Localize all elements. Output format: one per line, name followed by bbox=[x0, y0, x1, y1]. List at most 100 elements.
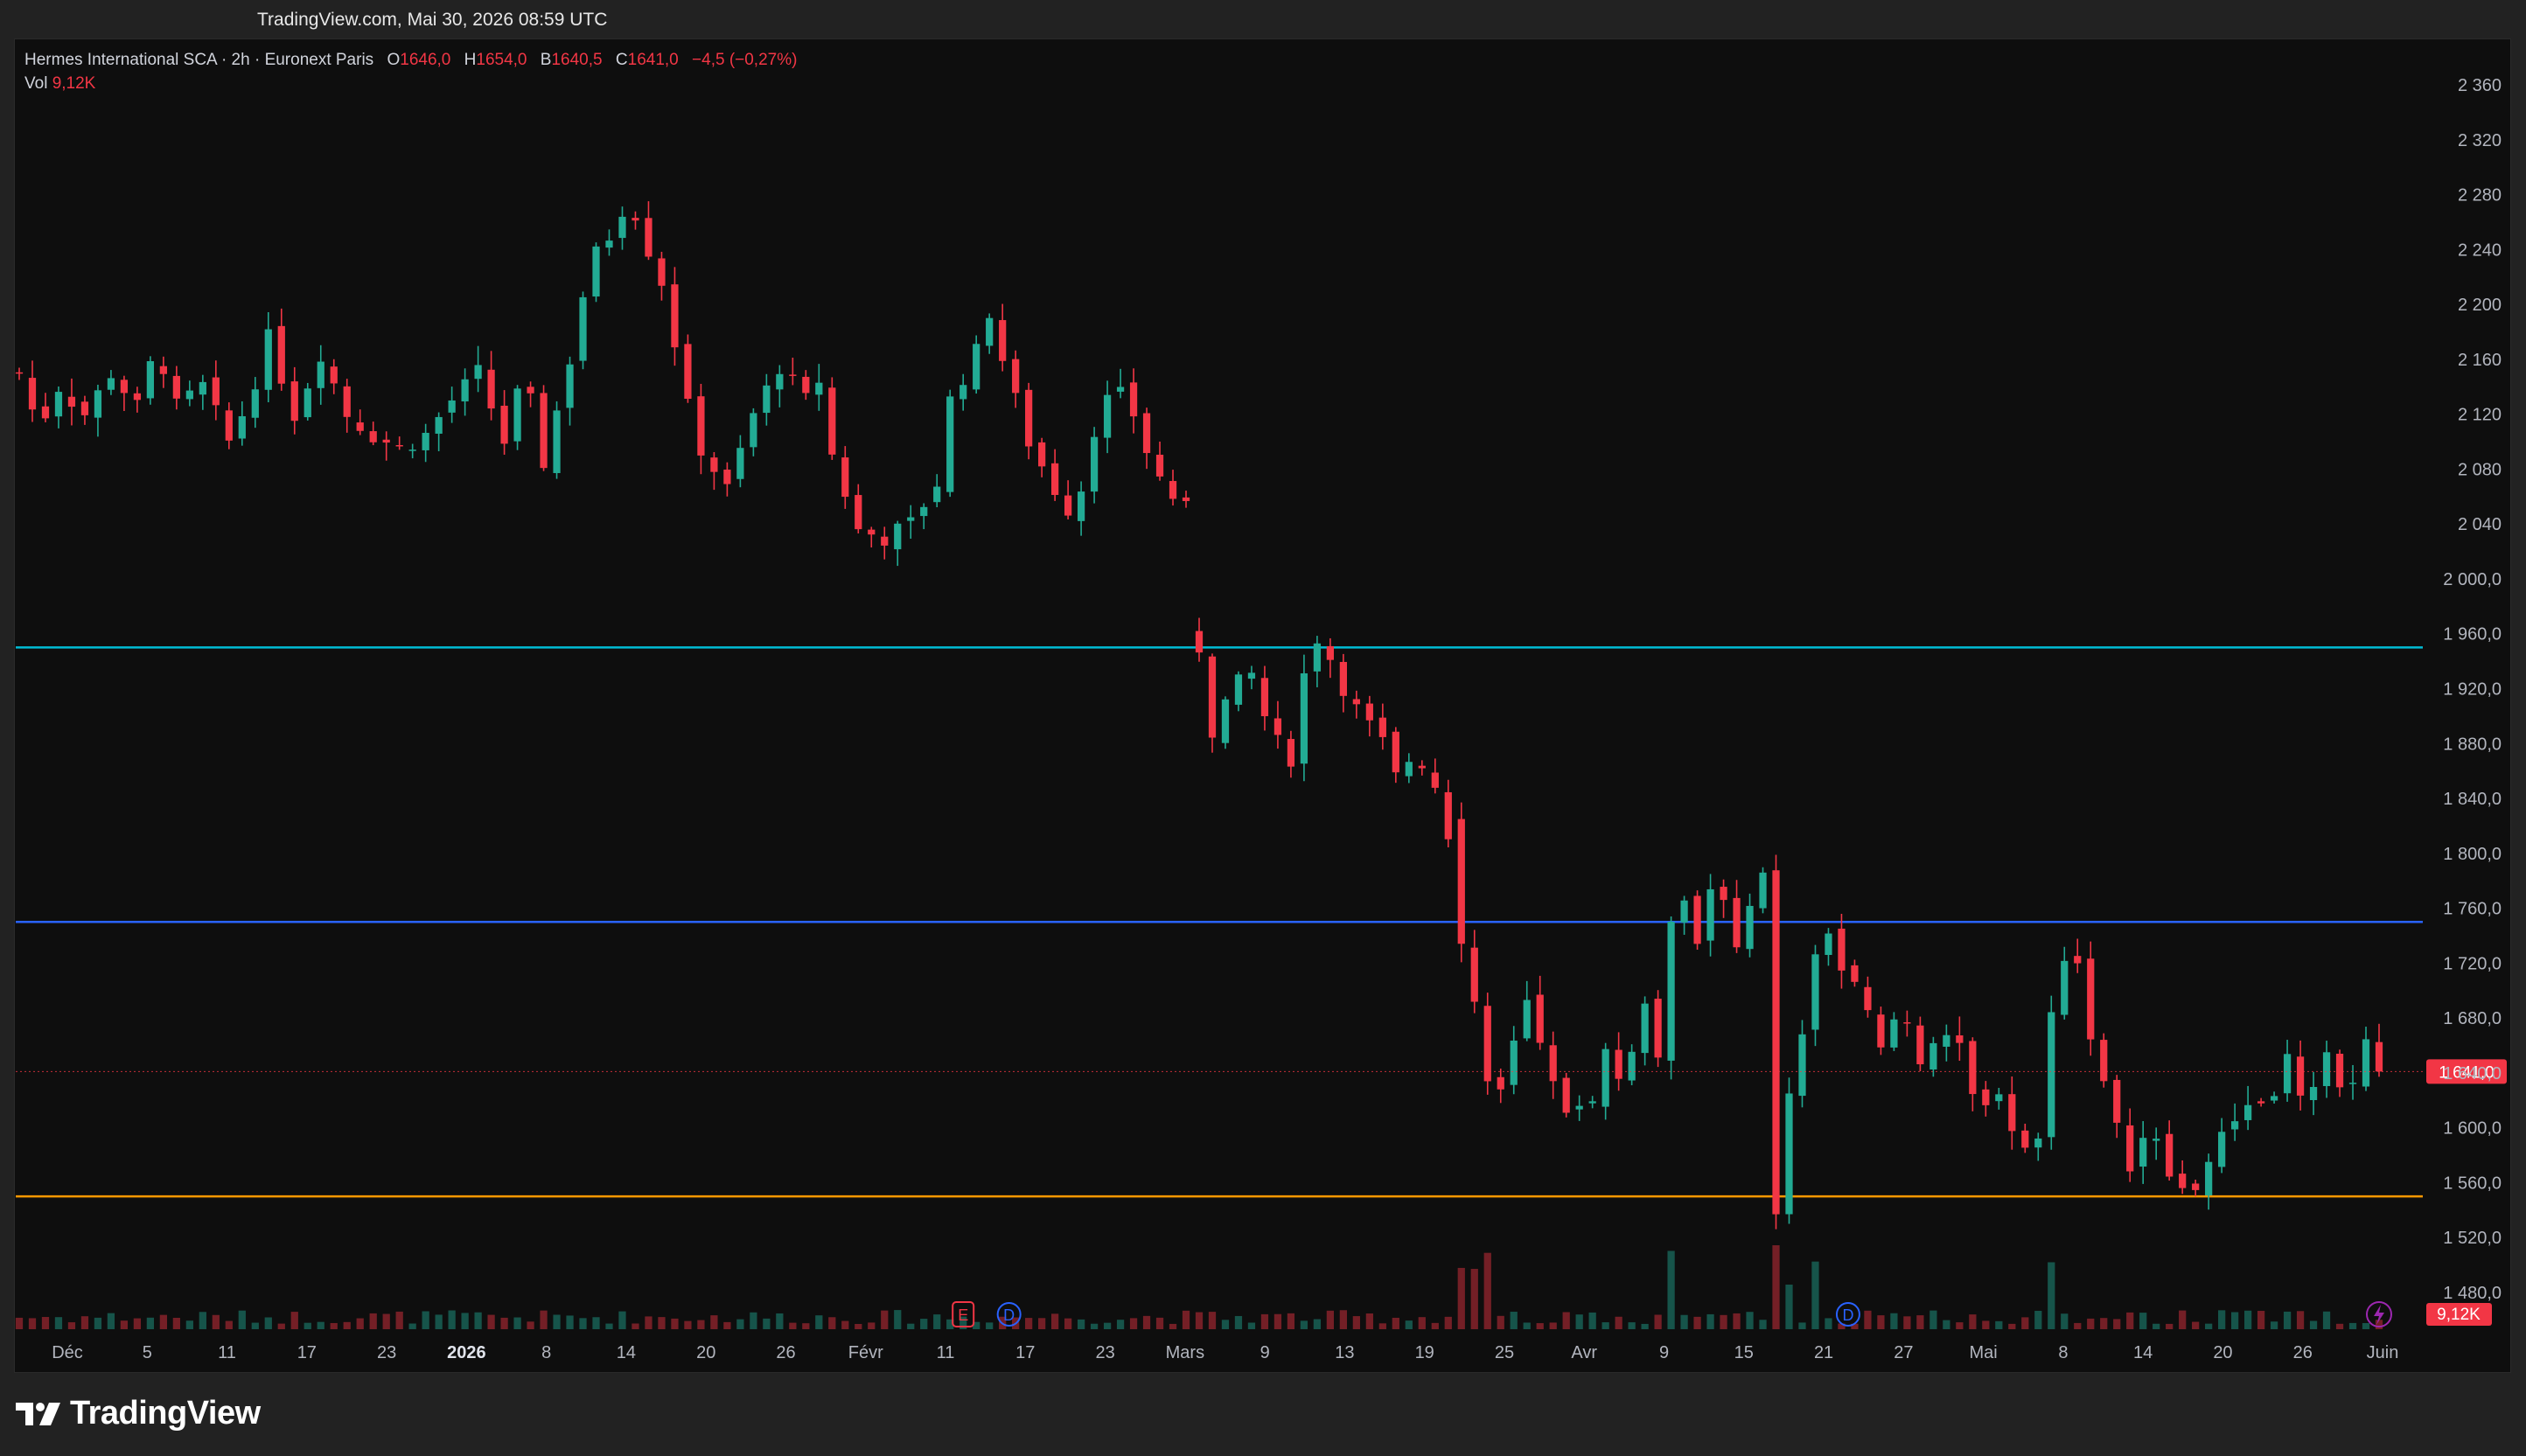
x-tick-label: 8 bbox=[2058, 1343, 2068, 1362]
volume-bar bbox=[1785, 1285, 1793, 1329]
candle-body bbox=[632, 218, 639, 221]
y-tick-label: 2 160 bbox=[2458, 351, 2502, 370]
candle-body bbox=[2179, 1174, 2187, 1188]
lightning-glyph bbox=[2374, 1305, 2384, 1325]
candle-body bbox=[1693, 895, 1701, 944]
legend-vol: 9,12K bbox=[52, 74, 96, 93]
candle-body bbox=[2061, 960, 2069, 1015]
candle-body bbox=[1195, 630, 1204, 653]
candle-body bbox=[1392, 731, 1399, 773]
candle-body bbox=[881, 536, 889, 546]
volume-bar bbox=[94, 1317, 102, 1329]
candle-body bbox=[1221, 699, 1230, 743]
candle-body bbox=[1038, 442, 1046, 467]
candle-body bbox=[1497, 1076, 1504, 1090]
candle-body bbox=[500, 405, 508, 444]
event-glyph: E bbox=[958, 1306, 968, 1324]
volume-bar bbox=[67, 1322, 76, 1329]
y-tick-label: 1 760,0 bbox=[2443, 900, 2502, 919]
volume-bar bbox=[28, 1318, 37, 1329]
candle-body bbox=[317, 361, 324, 388]
candle-body bbox=[1615, 1049, 1622, 1079]
legend-symbol[interactable]: Hermes International SCA · 2h · Euronext… bbox=[24, 51, 374, 69]
candle-body bbox=[907, 517, 915, 521]
volume-bar bbox=[894, 1310, 902, 1329]
candle-body bbox=[1851, 965, 1859, 982]
candle-body bbox=[1378, 717, 1386, 737]
last-price-label: 1 641,0 bbox=[2439, 1063, 2494, 1082]
volume-bar bbox=[146, 1317, 155, 1329]
candle-body bbox=[172, 375, 180, 399]
volume-bar bbox=[1733, 1313, 1741, 1329]
candle-body bbox=[920, 506, 928, 517]
volume-bar bbox=[277, 1323, 285, 1329]
y-tick-label: 1 520,0 bbox=[2443, 1229, 2502, 1248]
candle-body bbox=[2113, 1079, 2121, 1123]
volume-bar bbox=[658, 1317, 666, 1329]
volume-bar bbox=[251, 1322, 259, 1329]
x-tick-label: 9 bbox=[1260, 1343, 1270, 1362]
volume-bar bbox=[1916, 1315, 1924, 1329]
candle-body bbox=[2335, 1053, 2344, 1088]
x-tick-label: Déc bbox=[52, 1343, 83, 1362]
candle-body bbox=[1720, 887, 1727, 901]
volume-bar bbox=[1588, 1312, 1596, 1329]
volume-bar bbox=[868, 1322, 876, 1329]
candle-body bbox=[750, 413, 757, 448]
volume-bar bbox=[736, 1319, 744, 1329]
candle-body bbox=[1575, 1105, 1583, 1110]
candle-body bbox=[1339, 661, 1347, 696]
volume-bar bbox=[264, 1317, 272, 1329]
volume-bar bbox=[1982, 1320, 1990, 1329]
volume-bar bbox=[1943, 1320, 1950, 1329]
candle-body bbox=[1798, 1034, 1806, 1097]
candle-body bbox=[2296, 1056, 2305, 1096]
candle-body bbox=[67, 396, 76, 408]
y-tick-label: 2 240 bbox=[2458, 240, 2502, 260]
volume-bar bbox=[1103, 1322, 1112, 1329]
x-tick-label: 9 bbox=[1659, 1343, 1669, 1362]
tradingview-logo[interactable]: TradingView bbox=[16, 1395, 261, 1432]
candle-body bbox=[1260, 678, 1269, 717]
volume-bar bbox=[540, 1310, 548, 1329]
candle-body bbox=[671, 284, 679, 348]
legend-open: 1646,0 bbox=[400, 51, 451, 69]
candle-body bbox=[999, 320, 1007, 361]
volume-bar bbox=[1929, 1310, 1937, 1329]
volume-bar bbox=[2179, 1310, 2187, 1329]
candle-body bbox=[1943, 1035, 1950, 1047]
volume-bar bbox=[828, 1317, 836, 1329]
candle-body bbox=[2205, 1161, 2213, 1196]
candle-body bbox=[566, 364, 574, 408]
volume-bar bbox=[2048, 1262, 2055, 1329]
candle-body bbox=[1903, 1022, 1911, 1024]
candle-body bbox=[894, 523, 902, 550]
candle-body bbox=[1995, 1094, 2003, 1102]
volume-bar bbox=[881, 1310, 889, 1329]
candle-body bbox=[1077, 491, 1085, 521]
x-tick-label: 2026 bbox=[447, 1343, 486, 1362]
volume-bar bbox=[750, 1312, 757, 1329]
legend-high-label: H bbox=[464, 51, 477, 69]
volume-bar bbox=[500, 1317, 508, 1329]
volume-tag-label: 9,12K bbox=[2437, 1306, 2481, 1324]
y-axis: 2 360 2 320 2 280 2 240 2 200 2 160 2 120 2 080… bbox=[2443, 76, 2502, 1303]
candle-body bbox=[855, 495, 862, 530]
y-tick-label: 2 040 bbox=[2458, 515, 2502, 534]
volume-bar bbox=[1903, 1316, 1911, 1329]
volume-bar bbox=[684, 1320, 692, 1329]
volume-bar bbox=[2166, 1323, 2174, 1329]
volume-bar bbox=[172, 1317, 180, 1329]
volume-bar bbox=[1326, 1310, 1335, 1329]
volume-bar bbox=[1090, 1323, 1099, 1329]
candle-body bbox=[736, 448, 744, 479]
legend-close: 1641,0 bbox=[627, 51, 679, 69]
candle-body bbox=[448, 400, 456, 413]
volume-bar bbox=[1483, 1252, 1491, 1329]
volume-bar bbox=[2375, 1320, 2383, 1329]
candle-body bbox=[1405, 762, 1413, 777]
volume-bar bbox=[513, 1317, 521, 1329]
volume-tag bbox=[2426, 1303, 2492, 1326]
volume-bar bbox=[1365, 1313, 1373, 1329]
